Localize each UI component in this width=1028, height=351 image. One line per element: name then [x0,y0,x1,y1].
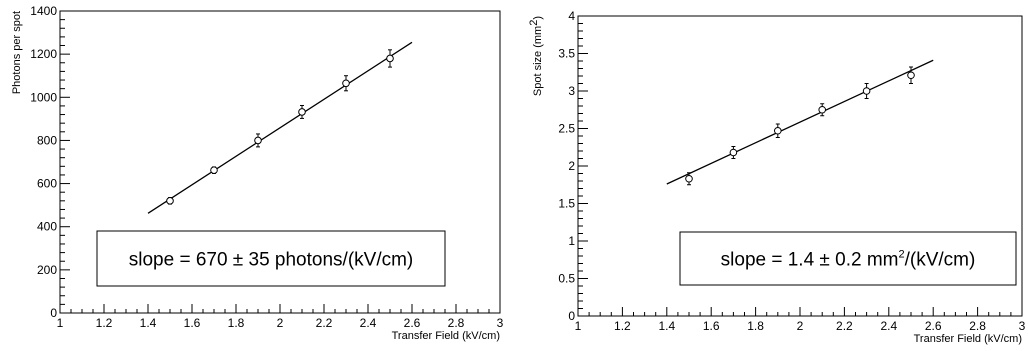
y-tick-label: 0 [50,306,57,320]
y-tick-label: 200 [37,263,57,277]
x-tick-label: 1.2 [96,316,113,330]
slope-annotation-box [679,231,1017,286]
y-tick-label: 1400 [30,4,57,18]
x-tick-label: 2 [797,319,804,333]
x-tick-label: 2.2 [836,319,853,333]
x-tick-label: 1.4 [140,316,157,330]
data-point [729,148,738,157]
x-tick-label: 2 [277,316,284,330]
y-axis-title: Photons per spot [11,11,23,94]
x-tick-label: 1.6 [703,319,720,333]
x-tick-label: 3 [497,316,504,330]
x-tick-label: 1.6 [184,316,201,330]
data-point [907,71,915,80]
y-tick-label: 3.5 [558,47,575,61]
data-point [210,166,218,174]
x-tick-label: 2.4 [360,316,377,330]
x-tick-label: 1.8 [228,316,245,330]
x-axis-title: Transfer Field (kV/cm) [914,333,1022,345]
spot-size-chart: 1 1.2 1.4 1.6 1.8 2 2.2 2.4 2.6 2.8 3 0 0.5 1 1.5 2 2.5 3… [528,9,1026,345]
data-point [386,54,394,63]
x-tick-label: 2.6 [925,319,942,333]
y-tick-label: 600 [37,177,57,191]
fit-line [147,41,413,214]
x-tick-label: 2.6 [404,316,421,330]
slope-annotation-box [96,230,446,287]
x-tick-label: 1.2 [614,319,631,333]
data-point [166,197,174,205]
photons-chart-panel: 1 1.2 1.4 1.6 1.8 2 2.2 2.4 2.6 2.8 3 0 200 400 600 800… [11,4,504,342]
x-axis-title: Transfer Field (kV/cm) [392,330,500,342]
x-tick-label: 2.8 [969,319,986,333]
x-tick-label: 2.4 [880,319,897,333]
x-tick-label: 1 [57,316,64,330]
slope-annotation-superscript: 2 [898,249,904,261]
photons-chart: 1 1.2 1.4 1.6 1.8 2 2.2 2.4 2.6 2.8 3 0 200 400 600 800… [11,4,504,342]
y-tick-label: 1.5 [558,197,575,211]
data-point [254,136,262,145]
x-tick-label: 2.8 [448,316,465,330]
y-tick-label: 1000 [30,90,57,104]
y-axis-title-superscript: 2 [528,20,540,26]
data-point [818,105,827,114]
y-axis-title: Spot size (mm2) [528,16,544,96]
y-tick-label: 4 [568,9,575,23]
y-axis-title-main: Spot size (mm [532,26,544,96]
slope-annotation: slope = 1.4 ± 0.2 mm2/(kV/cm) [721,249,976,271]
y-tick-label: 0 [568,309,575,323]
y-tick-label: 2.5 [558,122,575,136]
fit-line [666,59,934,185]
y-tick-label: 2 [568,159,575,173]
spot-size-chart-panel: 1 1.2 1.4 1.6 1.8 2 2.2 2.4 2.6 2.8 3 0 0.5 1 1.5 2 2.5 3… [514,0,1028,351]
x-tick-label: 3 [1019,319,1026,333]
data-point [774,126,782,135]
y-tick-label: 3 [568,84,575,98]
x-tick-label: 1.8 [747,319,764,333]
y-tick-label: 0.5 [558,272,575,286]
y-tick-label: 1 [568,234,575,248]
data-point [342,79,350,88]
slope-annotation: slope = 670 ± 35 photons/(kV/cm) [129,250,414,271]
slope-annotation-main: slope = 1.4 ± 0.2 mm [721,250,899,271]
data-point [685,174,693,183]
slope-annotation-end: /(kV/cm) [905,250,976,271]
data-point [298,108,306,116]
y-tick-label: 400 [37,220,57,234]
x-tick-label: 1.4 [658,319,675,333]
x-tick-label: 2.2 [316,316,333,330]
y-tick-label: 800 [37,133,57,147]
x-tick-label: 1 [575,319,582,333]
y-axis-title-end: ) [532,16,544,20]
y-tick-label: 1200 [30,47,57,61]
data-point [862,87,871,95]
